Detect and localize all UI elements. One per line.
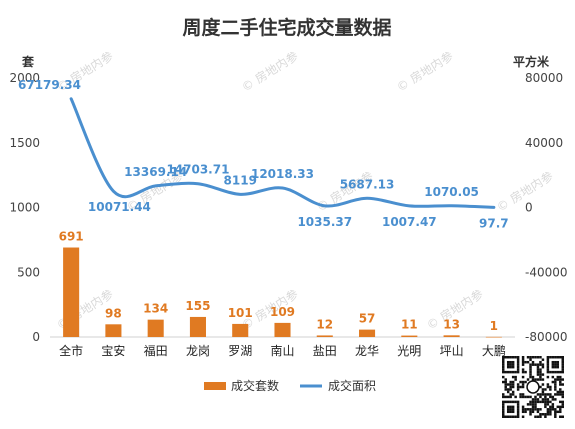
line-data-label: 1070.05 [424, 185, 479, 199]
right-axis-tick: 80000 [525, 71, 563, 85]
bar-data-label: 1 [490, 319, 498, 333]
bar-data-labels: 691 98 134 155 101 109 12 57 11 13 1 [59, 230, 498, 333]
bar [359, 329, 376, 337]
legend-swatch-bar [204, 382, 226, 390]
watermark-text: © 房地内参 [394, 48, 456, 95]
x-axis-category: 南山 [270, 343, 294, 358]
bar [63, 247, 80, 337]
bar-data-label: 101 [228, 306, 253, 320]
bar-data-label: 13 [443, 317, 460, 331]
line-data-labels: 67179.34 10071.44 13369.1414703.7181191201… [18, 78, 509, 231]
qr-code [502, 356, 564, 418]
bar [401, 335, 418, 337]
x-axis-category: 全市 [59, 343, 83, 358]
legend-label-bar: 成交套数 [231, 378, 279, 393]
right-axis-unit: 平方米 [513, 54, 550, 69]
legend-label-line: 成交面积 [328, 378, 376, 393]
legend: 成交套数 成交面积 [204, 378, 376, 393]
line-data-label: 1035.37 [297, 215, 352, 229]
watermark-layer: © 房地内参 © 房地内参 © 房地内参© 房地内参 © 房地内参 © 房地内参© 房地… [54, 48, 556, 333]
bar-data-label: 155 [185, 299, 210, 313]
x-axis-category: 龙岗 [186, 344, 210, 358]
right-axis-tick: 0 [525, 201, 533, 215]
x-axis-category: 罗湖 [228, 343, 252, 358]
x-axis-category: 坪山 [440, 344, 464, 358]
bar-data-label: 11 [401, 318, 418, 332]
right-axis-tick: -40000 [525, 265, 568, 279]
bar [485, 336, 502, 338]
bar-data-label: 57 [359, 312, 376, 326]
bar-data-label: 98 [105, 306, 122, 320]
right-axis-tick: -80000 [525, 330, 568, 344]
line-series [69, 97, 496, 209]
line-data-label: 8119 [224, 173, 257, 187]
x-axis-category: 光明 [397, 344, 421, 358]
x-axis-categories: 全市 宝安 福田 龙岗 罗湖 南山 盐田 龙华 光明 坪山 大鹏 [59, 343, 506, 358]
line-data-label: 10071.44 [88, 200, 151, 214]
left-axis-tick: 0 [32, 330, 40, 344]
right-axis-tick: 40000 [525, 136, 563, 150]
x-axis-category: 龙华 [355, 344, 379, 358]
bar-data-label: 691 [59, 230, 84, 244]
bar [189, 316, 206, 337]
left-axis-unit: 套 [21, 54, 35, 69]
right-axis: -80000 -40000 0 40000 80000 [525, 71, 568, 344]
line-data-label: 1007.47 [382, 215, 437, 229]
left-axis-tick: 1500 [9, 136, 40, 150]
x-axis-category: 盐田 [313, 344, 337, 358]
bar [274, 322, 291, 337]
line-data-label: 13369.14 [124, 165, 187, 179]
left-axis-tick: 2000 [9, 71, 40, 85]
bar-data-label: 109 [270, 305, 295, 319]
bar [105, 324, 122, 337]
line-data-label: 12018.33 [251, 167, 314, 181]
chart-title: 周度二手住宅成交量数据 [182, 16, 391, 39]
bar-data-label: 12 [316, 317, 333, 331]
bar [147, 319, 164, 337]
line-data-label: 67179.34 [18, 78, 81, 92]
line-path [69, 97, 496, 209]
line-data-label: 14703.71 [166, 163, 229, 177]
left-axis-tick: 1000 [9, 201, 40, 215]
x-axis-category: 宝安 [101, 343, 125, 358]
line-data-label: 5687.13 [340, 177, 395, 191]
bar [443, 335, 460, 337]
bar-data-label: 134 [143, 302, 168, 316]
left-axis: 0 500 1000 1500 2000 [9, 71, 40, 344]
x-axis-category: 福田 [144, 343, 168, 358]
line-data-label: 97.7 [479, 216, 509, 230]
bar [232, 323, 249, 337]
bar [316, 335, 333, 337]
left-axis-tick: 500 [17, 265, 40, 279]
watermark-text: © 房地内参 [239, 48, 301, 95]
x-axis-category: 大鹏 [482, 344, 506, 358]
bar-series [63, 247, 502, 338]
